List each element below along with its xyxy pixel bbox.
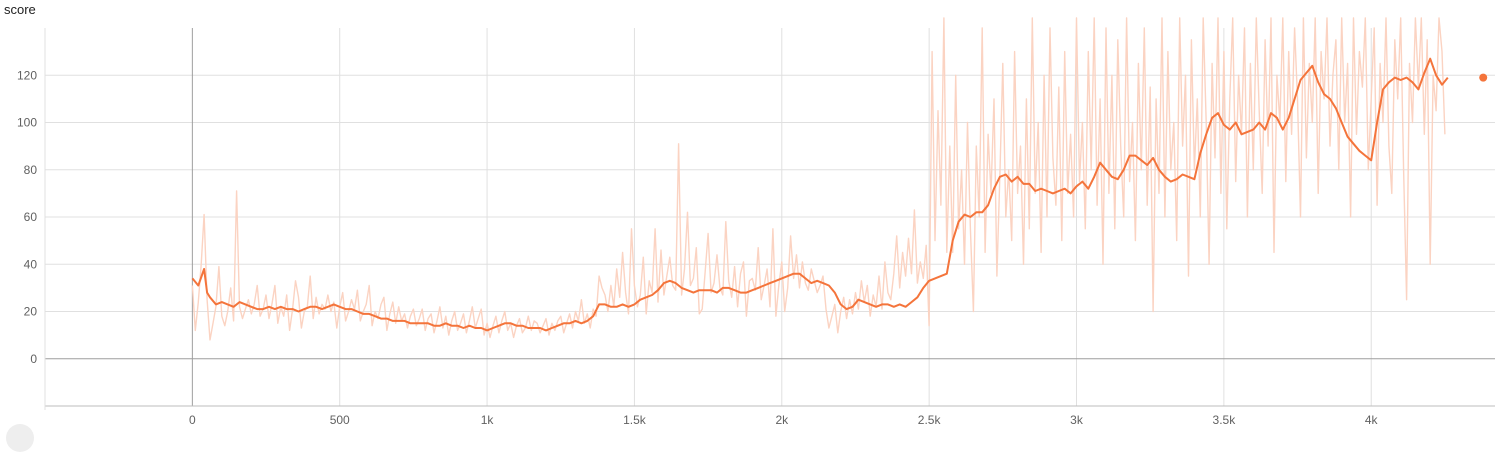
tick-labels: 0 20 40 60 80 100 120 0 500 1k 1.5k 2k 2.5k 3k 3.5k 4k [17, 68, 1379, 427]
y-tick-label: 40 [24, 257, 38, 271]
x-tick-label: 3.5k [1213, 413, 1237, 427]
y-tick-label: 20 [24, 305, 38, 319]
x-tick-label: 4k [1365, 413, 1379, 427]
y-tick-label: 60 [24, 210, 38, 224]
x-tick-label: 500 [330, 413, 350, 427]
toolbar-button[interactable] [6, 424, 34, 452]
y-tick-label: 100 [17, 116, 37, 130]
series [191, 17, 1488, 341]
raw-score-line [191, 17, 1446, 341]
y-tick-label: 0 [30, 352, 37, 366]
smoothed-score-line [191, 57, 1449, 332]
plot-area[interactable]: 0 20 40 60 80 100 120 0 500 1k 1.5k 2k 2.5k 3k 3.5k 4k [0, 0, 1495, 432]
last-point-marker [1479, 73, 1488, 82]
chart-title: score [4, 2, 36, 17]
x-tick-label: 3k [1070, 413, 1084, 427]
x-tick-label: 1.5k [623, 413, 647, 427]
y-tick-label: 120 [17, 68, 37, 82]
x-tick-label: 2k [775, 413, 789, 427]
y-tick-label: 80 [24, 163, 38, 177]
x-tick-label: 0 [189, 413, 196, 427]
axes [44, 28, 1495, 410]
x-tick-label: 1k [481, 413, 495, 427]
x-tick-label: 2.5k [918, 413, 942, 427]
